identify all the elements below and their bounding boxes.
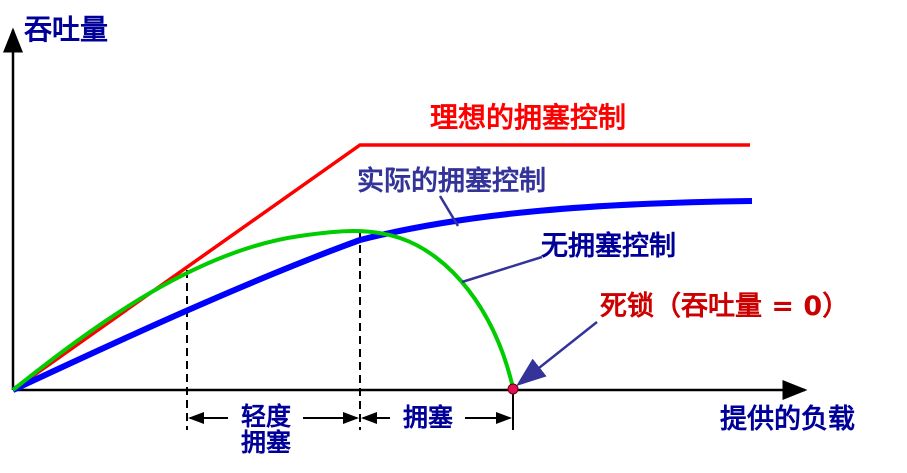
actual-pointer — [438, 195, 460, 227]
deadlock-point — [507, 383, 519, 395]
light-congestion-label-1: 轻度 — [241, 402, 292, 431]
light-congestion-label-2: 拥塞 — [241, 428, 292, 457]
no-control-curve — [11, 229, 515, 392]
none-pointer — [461, 255, 543, 284]
actual-curve — [11, 198, 753, 393]
congestion-label: 拥塞 — [403, 403, 454, 432]
y-axis-label: 吞吐量 — [24, 13, 109, 46]
actual-label: 实际的拥塞控制 — [357, 166, 546, 197]
x-axis-label: 提供的负载 — [720, 404, 855, 435]
ideal-label: 理想的拥塞控制 — [430, 101, 627, 134]
deadlock-label: 死锁（吞吐量 = 0） — [600, 291, 850, 322]
none-label: 无拥塞控制 — [541, 231, 676, 262]
ideal-curve — [11, 143, 750, 392]
deadlock-pointer — [516, 321, 598, 387]
